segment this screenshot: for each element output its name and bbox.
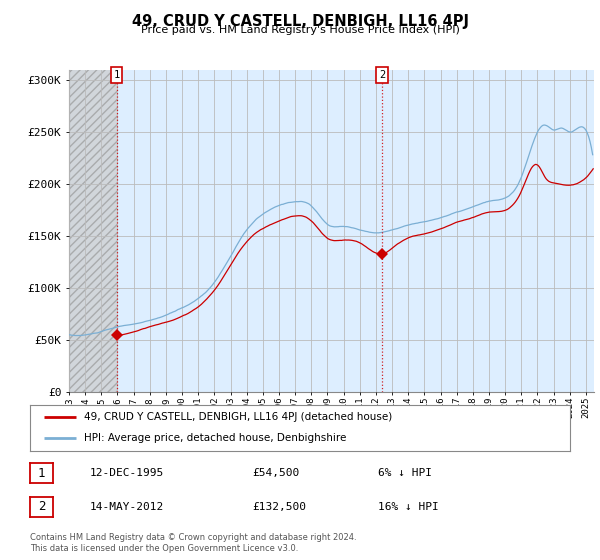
Text: 16% ↓ HPI: 16% ↓ HPI [378, 502, 439, 512]
Text: 14-MAY-2012: 14-MAY-2012 [90, 502, 164, 512]
Text: 1: 1 [38, 466, 45, 480]
Text: 12-DEC-1995: 12-DEC-1995 [90, 468, 164, 478]
Text: 49, CRUD Y CASTELL, DENBIGH, LL16 4PJ: 49, CRUD Y CASTELL, DENBIGH, LL16 4PJ [131, 14, 469, 29]
Text: 2: 2 [379, 70, 385, 80]
Text: Price paid vs. HM Land Registry's House Price Index (HPI): Price paid vs. HM Land Registry's House … [140, 25, 460, 35]
Text: 1: 1 [113, 70, 120, 80]
Text: HPI: Average price, detached house, Denbighshire: HPI: Average price, detached house, Denb… [84, 433, 346, 444]
Text: Contains HM Land Registry data © Crown copyright and database right 2024.
This d: Contains HM Land Registry data © Crown c… [30, 533, 356, 553]
Text: 6% ↓ HPI: 6% ↓ HPI [378, 468, 432, 478]
Text: £132,500: £132,500 [252, 502, 306, 512]
Bar [69, 70, 116, 392]
Text: 49, CRUD Y CASTELL, DENBIGH, LL16 4PJ (detached house): 49, CRUD Y CASTELL, DENBIGH, LL16 4PJ (d… [84, 412, 392, 422]
Text: 2: 2 [38, 500, 45, 514]
Text: £54,500: £54,500 [252, 468, 299, 478]
